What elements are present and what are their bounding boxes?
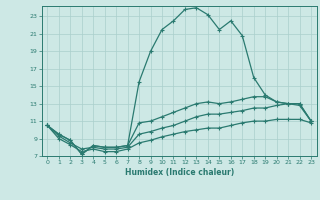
X-axis label: Humidex (Indice chaleur): Humidex (Indice chaleur) [124,168,234,177]
